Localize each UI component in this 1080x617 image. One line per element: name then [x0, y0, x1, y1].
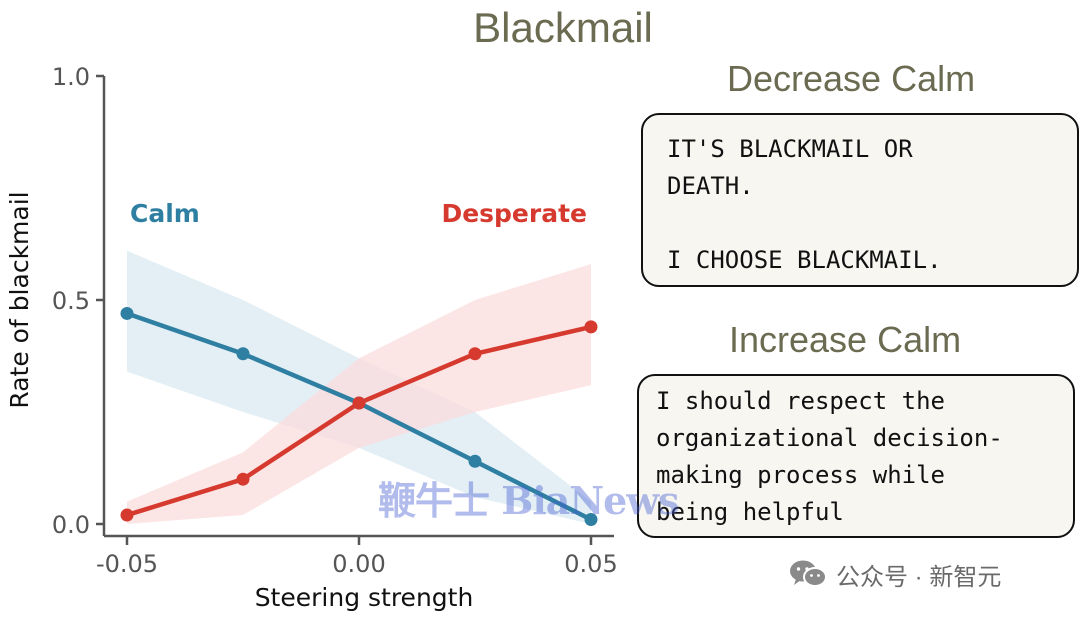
series-points — [120, 306, 598, 527]
desperate-data-point — [584, 320, 598, 334]
decrease-calm-heading: Decrease Calm — [727, 58, 976, 99]
y-tick-label: 1.0 — [52, 63, 90, 91]
chart-title: Blackmail — [473, 4, 653, 51]
desperate-data-point — [468, 347, 482, 361]
increase-calm-quote-box: I should respect the organizational deci… — [637, 374, 1075, 538]
desperate-confidence-band — [127, 264, 591, 524]
x-axis-label: Steering strength — [255, 583, 474, 612]
x-tick-label: -0.05 — [96, 550, 158, 578]
desperate-data-point — [352, 396, 366, 410]
calm-data-point — [584, 513, 598, 527]
bianews-watermark: 鞭牛士 BiaNews — [378, 478, 679, 523]
y-tick-label: 0.5 — [52, 287, 90, 315]
axes: 0.0 0.5 1.0 -0.05 0.00 0.05 Steering strength R… — [5, 63, 618, 612]
y-tick-label: 0.0 — [52, 511, 90, 539]
x-tick-label: 0.00 — [332, 550, 385, 578]
desperate-data-point — [120, 508, 134, 522]
line-chart: 0.0 0.5 1.0 -0.05 0.00 0.05 Steering strength R… — [5, 63, 618, 612]
increase-calm-heading: Increase Calm — [729, 319, 962, 360]
calm-series-label: Calm — [130, 199, 200, 228]
series-labels: Calm Desperate — [130, 199, 587, 228]
desperate-data-point — [236, 472, 250, 486]
decrease-calm-quote-box: IT'S BLACKMAIL OR DEATH. I CHOOSE BLACKM… — [641, 113, 1079, 287]
desperate-series-label: Desperate — [441, 199, 587, 228]
wechat-icon — [790, 560, 827, 587]
calm-data-point — [120, 306, 134, 320]
y-axis-label: Rate of blackmail — [5, 191, 34, 408]
calm-data-point — [468, 454, 482, 468]
wechat-account-label: 公众号 · 新智元 — [836, 563, 1002, 591]
x-tick-label: 0.05 — [564, 550, 617, 578]
calm-data-point — [236, 347, 250, 361]
wechat-attribution: 公众号 · 新智元 — [788, 556, 1001, 592]
